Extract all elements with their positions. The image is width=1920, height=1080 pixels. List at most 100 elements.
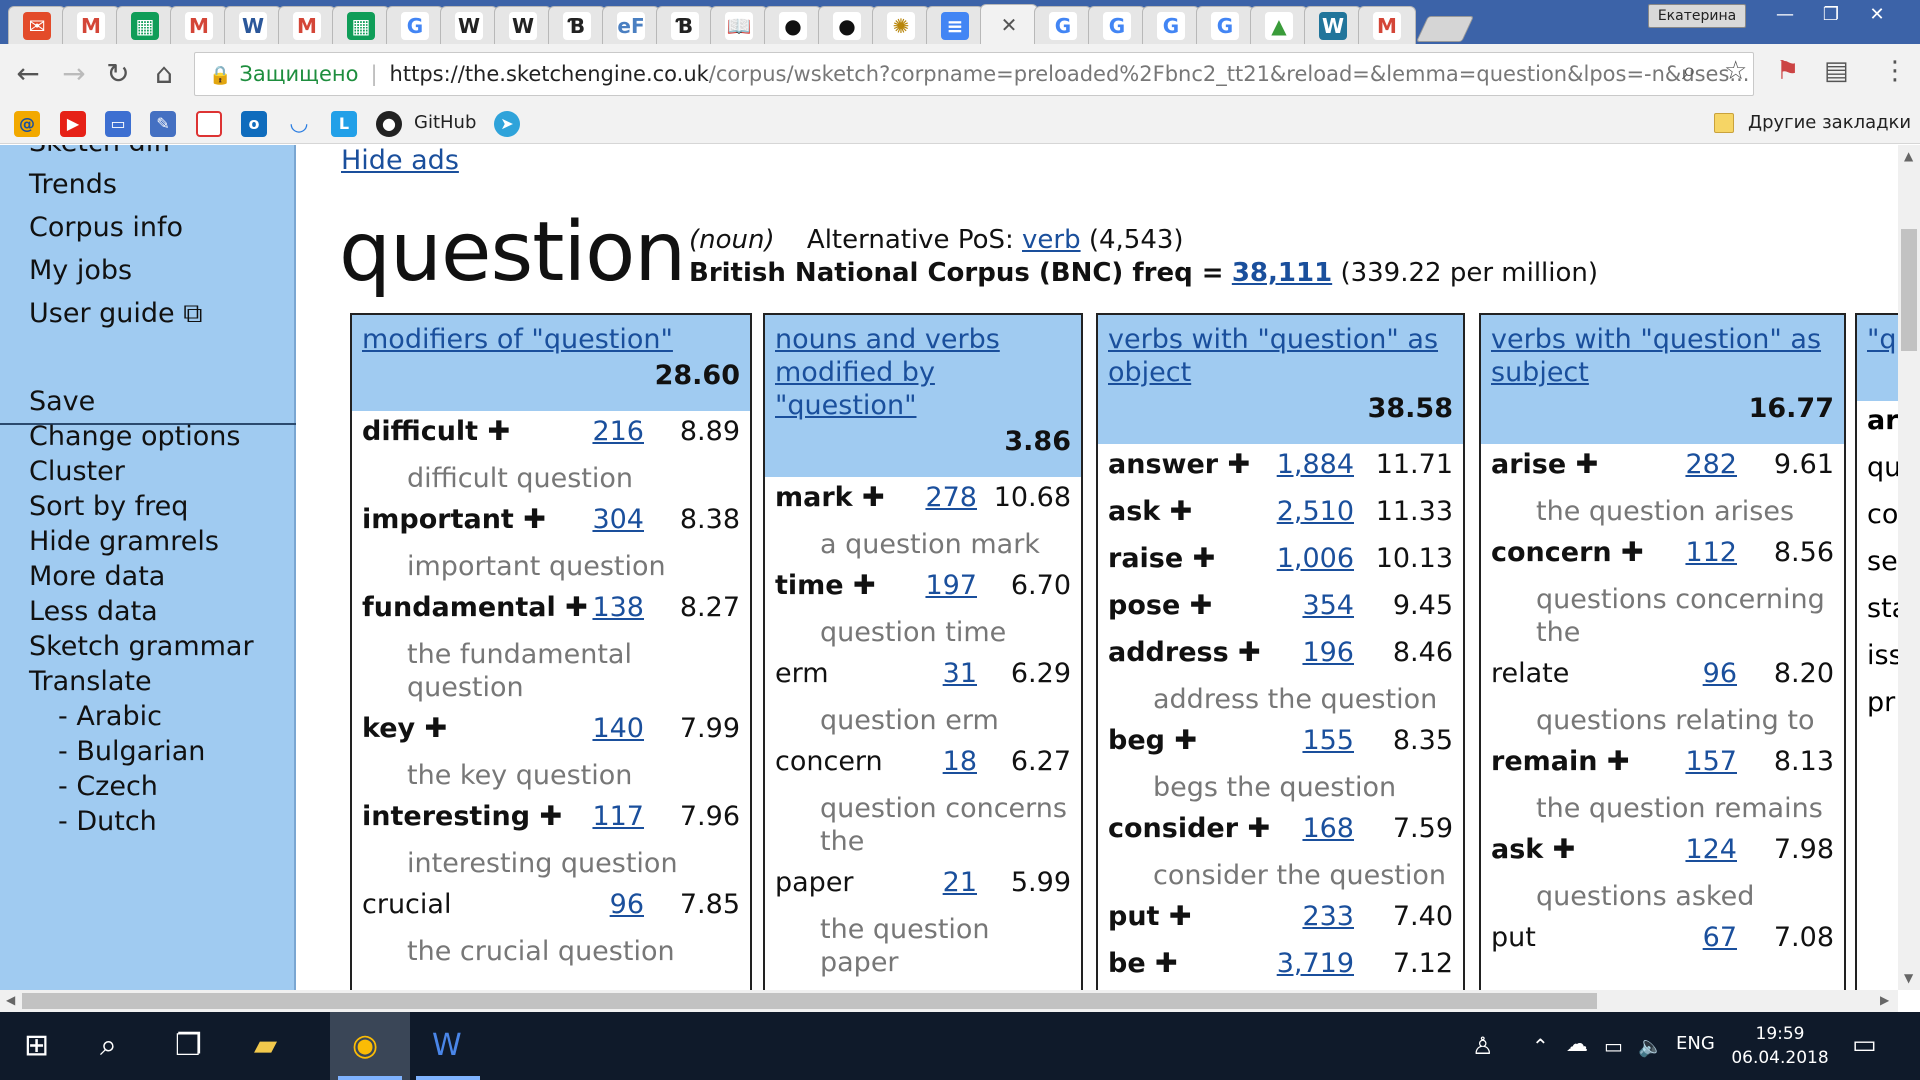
collocate-word[interactable]: erm [775,658,829,689]
partial-word[interactable]: qu [1867,452,1900,483]
browser-tab[interactable]: M [62,6,120,44]
browser-tab[interactable]: ▦ [116,6,174,44]
partial-word[interactable]: iss [1867,640,1900,671]
browser-tab[interactable]: 📖 [710,6,768,44]
collocate-word[interactable]: paper [775,867,854,898]
collocate-example[interactable]: questions concerning the [1536,584,1825,648]
vertical-scroll-thumb[interactable] [1901,229,1917,351]
partial-word[interactable]: ar [1867,405,1899,436]
collocate-freq-link[interactable]: 124 [1685,834,1737,865]
sidebar-item[interactable]: Less data [29,596,158,627]
horizontal-scroll-thumb[interactable] [22,993,1597,1009]
collocate-word[interactable]: mark ✚ [775,482,885,513]
sidebar-item[interactable]: User guide ⧉ [29,298,203,330]
collocate-example[interactable]: interesting question [407,848,678,879]
outlook-icon[interactable]: o [241,111,267,137]
reload-icon[interactable]: ↻ [106,57,130,90]
forward-icon[interactable]: → [62,57,86,90]
collocate-word[interactable]: interesting ✚ [362,801,563,832]
home-icon[interactable]: ⌂ [155,57,173,90]
github-icon[interactable]: ● [376,111,402,137]
collocate-example[interactable]: question concerns the [820,793,1067,857]
collocate-word[interactable]: put [1491,922,1536,953]
collocate-word[interactable]: concern ✚ [1491,537,1644,568]
collocate-example[interactable]: question time [820,617,1007,648]
collocate-freq-link[interactable]: 96 [1702,658,1737,689]
sidebar-item[interactable]: Save [29,386,96,417]
tray-chevron-icon[interactable]: ⌃ [1532,1034,1549,1058]
collocate-freq-link[interactable]: 3,719 [1276,948,1354,979]
sidebar-item[interactable]: My jobs [29,255,132,286]
taskbar-word[interactable]: W [408,1012,488,1080]
language-indicator[interactable]: ENG [1676,1033,1715,1054]
address-bar[interactable]: 🔒 Защищено | https://the.sketchengine.co.uk… [194,52,1754,96]
collocate-freq-link[interactable]: 168 [1302,813,1354,844]
gramrel-title[interactable]: verbs with "question" as object [1108,324,1439,388]
collocate-example[interactable]: the crucial question [407,936,675,967]
browser-tab[interactable]: M [170,6,228,44]
collocate-word[interactable]: ask ✚ [1108,496,1193,527]
scroll-right-icon[interactable]: ▶ [1880,993,1890,1007]
sidebar-translate-item[interactable]: - Czech [58,771,158,802]
collocate-word[interactable]: beg ✚ [1108,725,1197,756]
youtube-icon[interactable]: ▶ [60,111,86,137]
gramrel-title[interactable]: modifiers of "question" [362,324,673,355]
sidebar-translate-item[interactable]: - Dutch [58,806,157,837]
task-view-icon[interactable]: ❐ [175,1028,202,1063]
browser-tab[interactable]: G [1088,6,1146,44]
gramrel-title[interactable]: nouns and verbs modified by "question" [775,324,1000,421]
collocate-example[interactable]: the question arises [1536,496,1795,527]
collocate-word[interactable]: time ✚ [775,570,876,601]
collocate-freq-link[interactable]: 2,510 [1276,496,1354,527]
restore-icon[interactable]: ❐ [1822,4,1840,25]
collocate-freq-link[interactable]: 233 [1302,901,1354,932]
partial-word[interactable]: pr [1867,687,1896,718]
notifications-icon[interactable]: ▭ [1852,1030,1877,1060]
collocate-word[interactable]: answer ✚ [1108,449,1251,480]
battery-icon[interactable]: ▭ [1604,1034,1623,1058]
bookmark-at-icon[interactable]: @ [14,111,40,137]
new-tab-button[interactable] [1415,16,1475,42]
browser-tab[interactable]: G [1196,6,1254,44]
collocate-freq-link[interactable]: 18 [942,746,977,777]
refresh-site-icon[interactable]: ◡ [290,111,308,136]
collocate-word[interactable]: consider ✚ [1108,813,1271,844]
collocate-word[interactable]: ask ✚ [1491,834,1576,865]
freq-link[interactable]: 38,111 [1231,258,1333,288]
clock[interactable]: 19:59 06.04.2018 [1730,1022,1830,1070]
collocate-freq-link[interactable]: 140 [592,713,644,744]
collocate-freq-link[interactable]: 112 [1685,537,1737,568]
sidebar-translate-item[interactable]: - Arabic [58,701,162,732]
bookmark-github-label[interactable]: GitHub [414,112,477,133]
browser-tab[interactable]: Ɓ [548,6,606,44]
browser-tab[interactable]: ● [818,6,876,44]
search-icon[interactable]: ⌕ [100,1028,117,1063]
browser-tab[interactable]: G [386,6,444,44]
profile-button[interactable]: Екатерина [1648,4,1746,28]
people-icon[interactable]: ♙ [1472,1032,1494,1060]
collocate-freq-link[interactable]: 138 [592,592,644,623]
collocate-word[interactable]: remain ✚ [1491,746,1630,777]
collocate-freq-link[interactable]: 1,884 [1276,449,1354,480]
browser-tab[interactable]: G [1142,6,1200,44]
collocate-example[interactable]: the question remains [1536,793,1823,824]
scroll-down-icon[interactable]: ▼ [1904,971,1914,985]
collocate-freq-link[interactable]: 96 [609,889,644,920]
collocate-freq-link[interactable]: 282 [1685,449,1737,480]
collocate-word[interactable]: fundamental ✚ [362,592,588,623]
minimize-icon[interactable]: — [1776,4,1794,25]
windows-start-icon[interactable]: ⊞ [24,1028,50,1063]
scroll-left-icon[interactable]: ◀ [6,993,16,1007]
bookmark-star-icon[interactable]: ☆ [1724,56,1748,86]
document-extension-icon[interactable]: ▤ [1824,56,1849,86]
browser-tab[interactable]: ▲ [1250,6,1308,44]
onedrive-icon[interactable]: ☁ [1566,1032,1588,1057]
collocate-freq-link[interactable]: 157 [1685,746,1737,777]
sidebar-item[interactable]: Sketch diff [29,145,172,158]
browser-tab[interactable]: Ɓ [656,6,714,44]
collocate-word[interactable]: important ✚ [362,504,546,535]
browser-tab[interactable]: W [494,6,552,44]
collocate-example[interactable]: the question paper [820,914,990,978]
menu-icon[interactable]: ⋮ [1882,56,1908,86]
collocate-freq-link[interactable]: 21 [942,867,977,898]
